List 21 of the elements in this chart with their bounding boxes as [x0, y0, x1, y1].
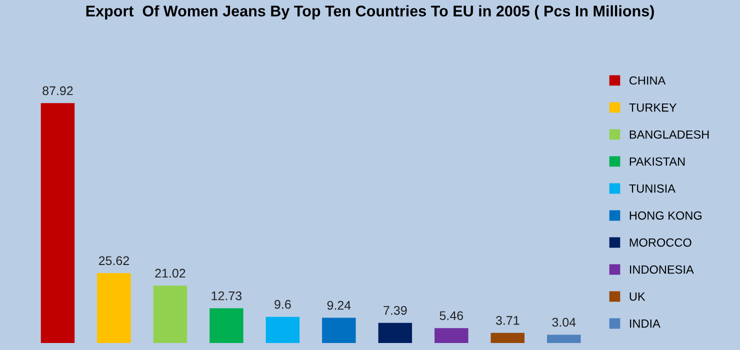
legend-label: INDONESIA	[630, 265, 694, 274]
legend-label: INDIA	[630, 319, 660, 328]
data-label: 12.73	[212, 291, 242, 300]
data-label: 21.02	[155, 268, 186, 278]
data-label: 7.39	[384, 306, 407, 315]
legend-label: HONG KONG	[630, 211, 702, 220]
chart-title: Export Of Women Jeans By Top Ten Countries To EU in 2005 ( Pcs In Millions)	[86, 5, 654, 20]
legend-label: TUNISIA	[629, 184, 676, 193]
legend-label: BANGLADESH	[630, 130, 709, 139]
data-label: 3.04	[552, 318, 576, 327]
data-label: 3.71	[496, 316, 520, 325]
legend-label: PAKISTAN	[630, 157, 685, 166]
data-label: 25.62	[98, 256, 129, 266]
legend-label: CHINA	[630, 76, 666, 85]
data-label: 87.92	[42, 86, 73, 96]
data-label: 9.24	[327, 300, 351, 310]
data-label: 5.46	[440, 311, 464, 320]
legend-label: TURKEY	[629, 103, 677, 112]
legend-label: MOROCCO	[630, 238, 692, 247]
legend-label: UK	[630, 292, 646, 301]
data-label: 9.6	[274, 300, 291, 309]
